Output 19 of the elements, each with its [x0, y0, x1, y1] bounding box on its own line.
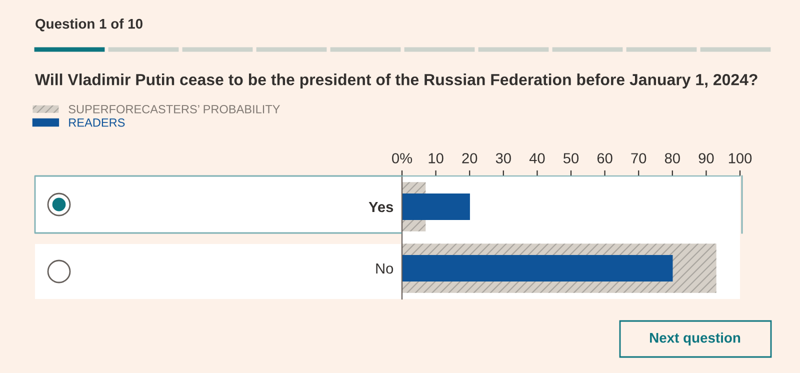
x-tick-label: 30 [496, 153, 511, 164]
x-tick-label: 0% [392, 153, 412, 164]
x-tick-label: 90 [698, 153, 714, 164]
x-tick-label: 60 [597, 153, 612, 164]
legend-label: READERS [69, 118, 125, 127]
x-tick-label: 20 [462, 153, 478, 164]
x-tick-label: 70 [631, 153, 646, 164]
x-tick-label: 50 [563, 153, 579, 164]
chart-title: Will Vladimir Putin cease to be the president of the Russian Federation before January 1, 2024? [35, 74, 758, 88]
text: Next question [650, 332, 740, 346]
x-tick-label: 100 [728, 153, 752, 164]
x-tick-label: 80 [664, 153, 680, 164]
x-tick-label: 10 [428, 153, 444, 164]
legend-label: SUPERFORECASTERS’ PROBABILITY [68, 105, 280, 114]
x-tick-label: 40 [529, 153, 545, 164]
text: Question 1 of 10 [36, 18, 142, 32]
y-tick-label: No [376, 264, 394, 274]
y-tick-label: Yes [368, 202, 394, 212]
bar [402, 193, 470, 220]
